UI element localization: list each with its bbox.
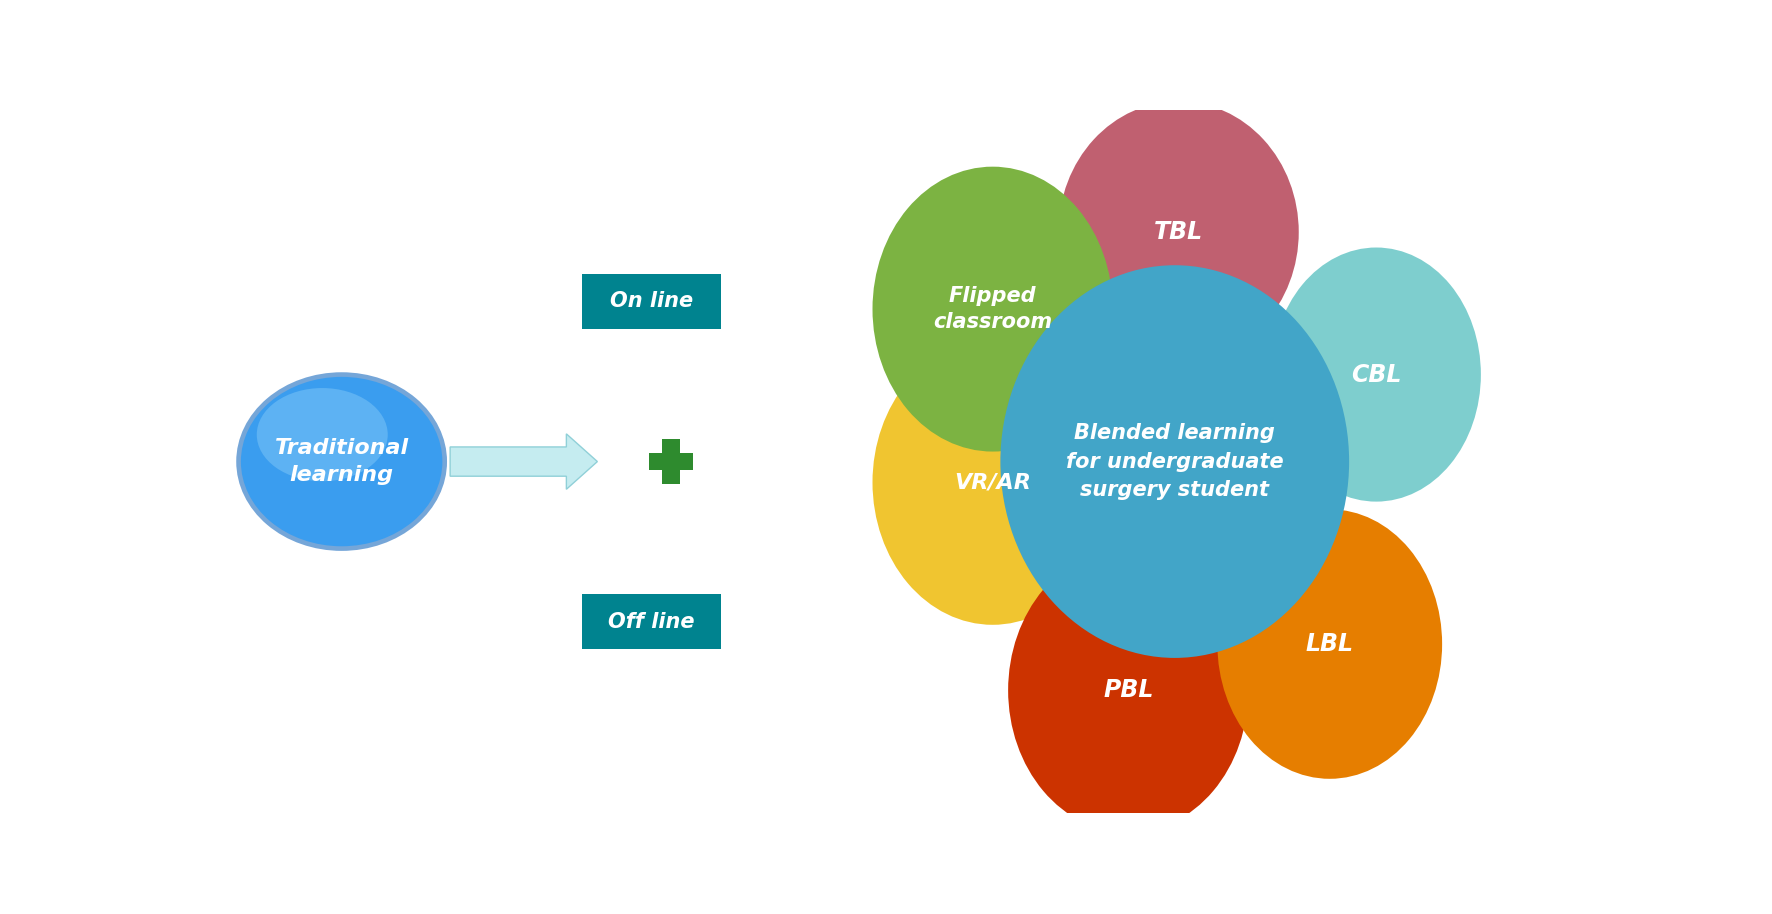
Ellipse shape (1008, 547, 1249, 833)
Ellipse shape (1217, 509, 1442, 779)
Ellipse shape (1058, 101, 1299, 363)
Text: CBL: CBL (1350, 363, 1402, 387)
Ellipse shape (1001, 265, 1348, 658)
Text: Flipped
classroom: Flipped classroom (934, 286, 1053, 332)
FancyBboxPatch shape (581, 273, 721, 329)
FancyBboxPatch shape (581, 594, 721, 650)
Ellipse shape (241, 377, 443, 547)
Polygon shape (450, 434, 597, 489)
Polygon shape (649, 453, 693, 470)
Text: PBL: PBL (1102, 678, 1154, 702)
Text: Off line: Off line (608, 611, 695, 632)
Text: VR/AR: VR/AR (953, 473, 1031, 493)
Ellipse shape (1272, 248, 1481, 502)
Ellipse shape (872, 340, 1113, 625)
Ellipse shape (236, 372, 447, 551)
Text: On line: On line (610, 292, 693, 312)
Ellipse shape (257, 388, 388, 481)
Text: TBL: TBL (1154, 220, 1203, 244)
Text: Blended learning
for undergraduate
surgery student: Blended learning for undergraduate surge… (1067, 423, 1283, 500)
Polygon shape (663, 440, 679, 484)
Text: Traditional
learning: Traditional learning (275, 438, 409, 485)
Ellipse shape (872, 166, 1113, 452)
Text: LBL: LBL (1306, 632, 1354, 656)
